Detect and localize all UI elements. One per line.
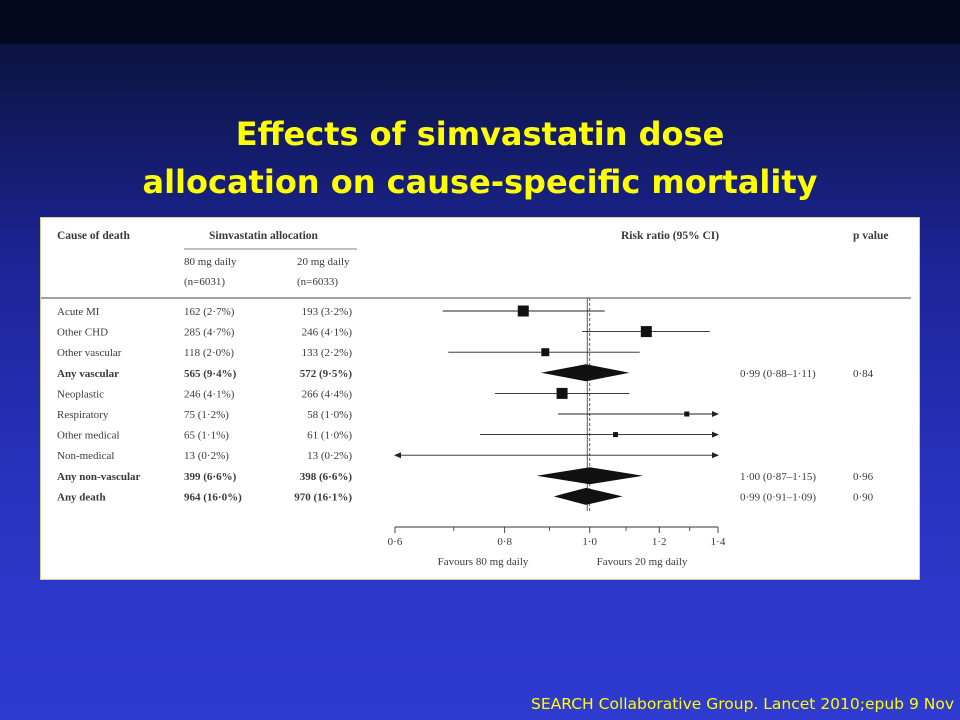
row-80mg: 399 (6·6%): [184, 471, 237, 483]
row-cause: Non-medical: [57, 450, 114, 462]
row-80mg: 13 (0·2%): [184, 450, 229, 462]
row-20mg: 970 (16·1%): [294, 491, 352, 503]
x-tick-label: 1·4: [711, 536, 726, 548]
point-estimate: [556, 387, 568, 399]
summary-diamond: [553, 487, 623, 505]
row-p-value: 0·84: [853, 368, 874, 380]
row-80mg: 964 (16·0%): [184, 491, 242, 503]
arrow-right-icon: [712, 411, 719, 417]
title-line-1: Effects of simvastatin dose: [235, 115, 725, 153]
point-estimate: [640, 326, 652, 338]
header-cause: Cause of death: [57, 230, 130, 242]
summary-diamond: [541, 364, 630, 382]
row-20mg: 266 (4·4%): [302, 388, 353, 400]
row-cause: Any vascular: [57, 368, 119, 380]
summary-diamond: [536, 467, 644, 485]
slide-title: Effects of simvastatin dose allocation o…: [0, 110, 960, 206]
row-80mg: 565 (9·4%): [184, 368, 237, 380]
row-20mg: 398 (6·6%): [300, 471, 353, 483]
row-risk-ratio: 0·99 (0·88–1·11): [740, 368, 816, 380]
row-cause: Other medical: [57, 430, 120, 442]
row-cause: Other CHD: [57, 327, 108, 339]
top-bar: [0, 0, 960, 44]
favours-80mg-label: Favours 80 mg daily: [438, 556, 529, 568]
row-80mg: 65 (1·1%): [184, 430, 229, 442]
point-estimate: [517, 305, 529, 317]
header-p-value: p value: [853, 230, 888, 242]
row-80mg: 285 (4·7%): [184, 327, 235, 339]
row-80mg: 75 (1·2%): [184, 409, 229, 421]
point-estimate: [684, 411, 690, 417]
citation: SEARCH Collaborative Group. Lancet 2010;…: [530, 695, 954, 713]
title-line-2: allocation on cause-specific mortality: [142, 163, 818, 201]
header-80mg: 80 mg daily: [184, 256, 237, 268]
row-80mg: 118 (2·0%): [184, 347, 234, 359]
row-cause: Other vascular: [57, 347, 122, 359]
arrow-right-icon: [712, 431, 719, 438]
x-axis: 0·6 0·8 1·0 1·2 1·4: [388, 526, 726, 548]
x-tick-label: 1·0: [582, 536, 597, 548]
row-cause: Acute MI: [57, 306, 100, 318]
arrow-left-icon: [394, 452, 401, 459]
row-20mg: 133 (2·2%): [302, 347, 353, 359]
table-header: Cause of death Simvastatin allocation 80…: [41, 230, 911, 299]
header-20mg-n: (n=6033): [297, 276, 338, 288]
row-p-value: 0·90: [853, 491, 874, 503]
row-cause: Any non-vascular: [57, 471, 141, 483]
row-20mg: 246 (4·1%): [302, 327, 353, 339]
header-risk-ratio: Risk ratio (95% CI): [621, 230, 719, 242]
row-80mg: 246 (4·1%): [184, 388, 235, 400]
forest-plot: Cause of death Simvastatin allocation 80…: [41, 230, 911, 568]
x-tick-label: 1·2: [652, 536, 667, 548]
row-20mg: 13 (0·2%): [307, 450, 352, 462]
arrow-right-icon: [712, 452, 719, 459]
x-tick-label: 0·6: [388, 536, 403, 548]
row-20mg: 572 (9·5%): [300, 368, 353, 380]
row-risk-ratio: 0·99 (0·91–1·09): [740, 491, 816, 503]
row-cause: Neoplastic: [57, 388, 104, 400]
favours-20mg-label: Favours 20 mg daily: [597, 556, 688, 568]
forest-plot-panel: Cause of death Simvastatin allocation 80…: [40, 217, 920, 580]
row-20mg: 193 (3·2%): [302, 306, 353, 318]
row-cause: Respiratory: [57, 409, 109, 421]
header-80mg-n: (n=6031): [184, 276, 225, 288]
x-tick-label: 0·8: [497, 536, 512, 548]
row-80mg: 162 (2·7%): [184, 306, 235, 318]
table-rows: Acute MI 162 (2·7%) 193 (3·2%) Other CHD 285…: [57, 306, 874, 503]
plot-area: [394, 298, 719, 511]
row-20mg: 58 (1·0%): [307, 409, 352, 421]
header-20mg: 20 mg daily: [297, 256, 350, 268]
row-risk-ratio: 1·00 (0·87–1·15): [740, 471, 816, 483]
header-allocation: Simvastatin allocation: [209, 230, 319, 242]
row-20mg: 61 (1·0%): [307, 430, 352, 442]
point-estimate: [541, 348, 550, 357]
row-p-value: 0·96: [853, 471, 874, 483]
row-cause: Any death: [57, 491, 106, 503]
point-estimate: [613, 432, 619, 438]
